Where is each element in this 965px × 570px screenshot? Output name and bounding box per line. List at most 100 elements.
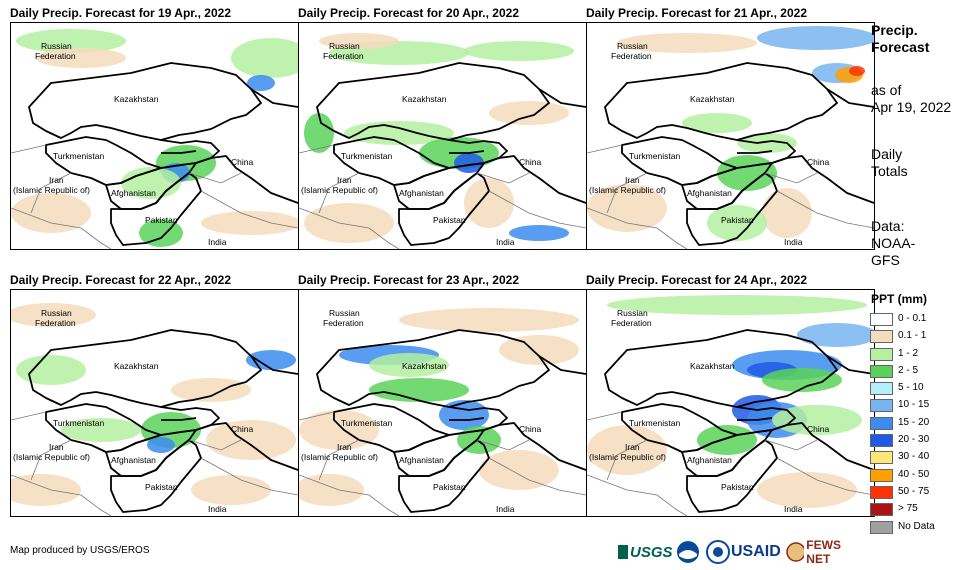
label-federation: Federation — [611, 51, 652, 61]
precip-area — [16, 29, 126, 53]
label-iran: Iran — [625, 442, 640, 452]
label-china: China — [231, 424, 253, 434]
pakistan-border — [110, 439, 202, 513]
logos: USGS USAID FEWS NET — [618, 538, 863, 566]
label-kazakhstan: Kazakhstan — [690, 361, 735, 371]
label-kazakhstan: Kazakhstan — [402, 361, 447, 371]
kyrgyz-tajik-border — [736, 139, 796, 169]
legend-label: 2 - 5 — [898, 364, 919, 376]
legend-label: 5 - 10 — [898, 382, 924, 394]
legend-label: 50 - 75 — [898, 485, 930, 497]
label-iran: Iran — [625, 175, 640, 185]
sidebar-title: Precip. Forecast — [871, 22, 930, 55]
label-china: China — [519, 424, 541, 434]
label-iran-sub: (Islamic Republic of) — [13, 185, 90, 195]
legend-swatch — [870, 520, 893, 534]
pakistan-border — [110, 172, 202, 246]
precip-area — [587, 184, 667, 232]
legend-title: PPT (mm) — [871, 292, 928, 306]
precip-area — [369, 378, 469, 402]
precip-area — [11, 193, 91, 233]
label-kazakhstan: Kazakhstan — [114, 361, 159, 371]
label-russia: Russian — [329, 41, 360, 51]
precip-area — [762, 188, 812, 238]
legend-label: 40 - 50 — [898, 468, 930, 480]
precip-area — [369, 353, 449, 377]
precip-map: Russian Federation Kazakhstan Turkmenist… — [10, 289, 299, 517]
legend-swatch — [870, 330, 893, 344]
legend-swatch — [870, 399, 893, 413]
precip-map: Russian Federation Kazakhstan Turkmenist… — [298, 289, 587, 517]
label-india: India — [208, 504, 227, 514]
legend-swatch — [870, 382, 893, 396]
precip-area — [11, 474, 81, 506]
label-turkmenistan: Turkmenistan — [341, 418, 392, 428]
label-india: India — [496, 237, 515, 247]
label-afghanistan: Afghanistan — [399, 455, 444, 465]
label-iran-sub: (Islamic Republic of) — [589, 185, 666, 195]
precip-area — [757, 472, 857, 508]
legend-swatch — [870, 347, 893, 361]
legend-swatch — [870, 468, 893, 482]
credit-text: Map produced by USGS/EROS — [10, 545, 150, 556]
usaid-logo: USAID — [731, 543, 781, 560]
precip-area — [11, 303, 96, 327]
precip-area — [304, 113, 334, 153]
sidebar-totals: Daily Totals — [871, 146, 908, 179]
legend-label: 20 - 30 — [898, 434, 930, 446]
label-turkmenistan: Turkmenistan — [341, 151, 392, 161]
label-russia: Russian — [41, 308, 72, 318]
panel-title: Daily Precip. Forecast for 21 Apr., 2022 — [586, 6, 807, 20]
kyrgyz-tajik-border — [448, 406, 508, 436]
panel-title: Daily Precip. Forecast for 24 Apr., 2022 — [586, 273, 807, 287]
legend-swatch — [870, 416, 893, 430]
legend-label: 0.1 - 1 — [898, 330, 927, 342]
legend-label: 10 - 15 — [898, 399, 930, 411]
kazakhstan-border — [28, 329, 262, 408]
label-iran-sub: (Islamic Republic of) — [589, 452, 666, 462]
label-turkmenistan: Turkmenistan — [629, 151, 680, 161]
label-iran-sub: (Islamic Republic of) — [13, 452, 90, 462]
precip-area — [617, 33, 757, 53]
sidebar-asof: as of Apr 19, 2022 — [871, 82, 952, 115]
precip-area — [717, 155, 777, 191]
pakistan-border — [398, 172, 490, 246]
label-afghanistan: Afghanistan — [399, 188, 444, 198]
label-federation: Federation — [323, 51, 364, 61]
precip-area — [299, 474, 364, 506]
label-india: India — [208, 237, 227, 247]
precip-area — [772, 405, 862, 435]
label-pakistan: Pakistan — [433, 215, 466, 225]
label-iran-sub: (Islamic Republic of) — [301, 452, 378, 462]
label-pakistan: Pakistan — [721, 482, 754, 492]
precip-area — [697, 425, 757, 455]
fewsnet-globe-icon — [786, 542, 805, 562]
label-pakistan: Pakistan — [433, 482, 466, 492]
legend-label: 0 - 0.1 — [898, 313, 927, 324]
precip-area — [607, 295, 867, 315]
precip-area — [247, 75, 275, 91]
noaa-logo-icon — [676, 540, 700, 564]
label-iran: Iran — [49, 175, 64, 185]
legend-label: 30 - 40 — [898, 451, 930, 463]
kyrgyz-tajik-border — [448, 139, 508, 169]
label-iran: Iran — [337, 175, 352, 185]
label-turkmenistan: Turkmenistan — [629, 418, 680, 428]
minor-borders — [587, 144, 874, 249]
label-russia: Russian — [41, 41, 72, 51]
kazakhstan-border — [604, 62, 838, 141]
legend-swatch — [870, 434, 893, 448]
precip-area — [36, 48, 126, 68]
label-kazakhstan: Kazakhstan — [402, 94, 447, 104]
precip-area — [319, 33, 399, 49]
label-iran: Iran — [337, 442, 352, 452]
kazakhstan-border — [316, 329, 550, 408]
precip-area — [489, 101, 569, 125]
legend-label: 1 - 2 — [898, 347, 919, 359]
label-pakistan: Pakistan — [145, 215, 178, 225]
precip-map: Russian Federation Kazakhstan Turkmenist… — [586, 289, 875, 517]
precip-area — [439, 400, 489, 430]
legend-label: 15 - 20 — [898, 416, 930, 428]
kazakhstan-border — [316, 62, 550, 141]
legend-swatch — [870, 313, 893, 326]
